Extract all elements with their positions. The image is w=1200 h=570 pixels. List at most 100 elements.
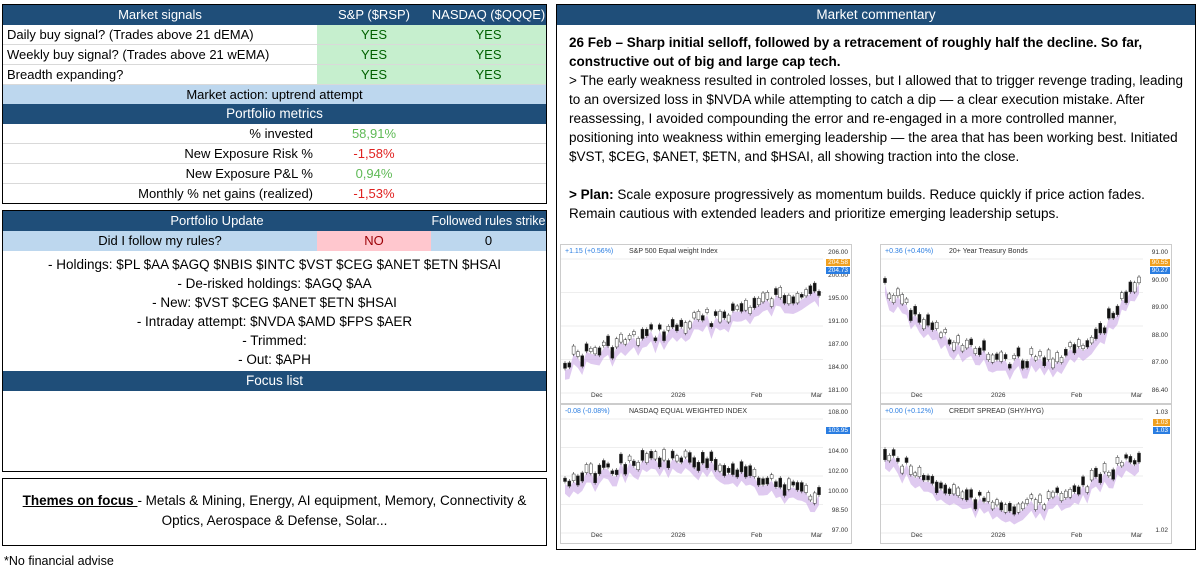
candle <box>1038 351 1042 357</box>
candle <box>1016 503 1021 513</box>
candle <box>782 484 787 496</box>
signal-nq-value: YES <box>431 65 546 84</box>
chart-nasdaq-equal-weight: -0.08 (-0.08%) NASDAQ EQUAL WEIGHTED INDE… <box>560 404 852 544</box>
candle <box>891 295 896 303</box>
signal-sp-value: YES <box>317 45 431 64</box>
candle <box>649 451 653 459</box>
candle <box>800 294 804 298</box>
candle <box>934 481 939 493</box>
candle <box>748 465 752 476</box>
candle <box>713 459 718 471</box>
commentary-body: > The early weakness resulted in control… <box>569 73 1183 164</box>
candle <box>921 474 926 481</box>
candle <box>1076 339 1081 347</box>
candle <box>1094 467 1098 478</box>
candle <box>597 464 602 475</box>
y-tick-label: 88.00 <box>1151 331 1168 339</box>
candle <box>614 338 619 348</box>
candle <box>934 321 939 329</box>
candle <box>913 472 917 477</box>
candle <box>1085 486 1090 493</box>
candle <box>990 501 995 510</box>
candle <box>1064 490 1068 498</box>
candle <box>1076 486 1081 495</box>
candle <box>787 294 791 305</box>
candle <box>939 482 943 489</box>
candle <box>795 293 800 304</box>
candle <box>887 293 892 299</box>
candle <box>1025 499 1029 504</box>
candle <box>1008 363 1012 369</box>
candle <box>576 351 580 357</box>
y-tick-label: 104.00 <box>828 448 848 456</box>
candle <box>662 331 666 341</box>
candle <box>765 292 770 300</box>
candle <box>589 463 593 474</box>
candle <box>1120 462 1124 467</box>
candle <box>986 353 991 361</box>
candle <box>567 480 572 487</box>
holdings-line: - New: $VST $CEG $ANET $ETN $HSAI <box>152 295 397 310</box>
chart-change: +1.15 (+0.56%) <box>565 248 614 255</box>
candle <box>778 477 783 488</box>
metric-label: New Exposure P&L % <box>185 166 313 181</box>
candle <box>995 499 999 506</box>
candle <box>726 314 731 323</box>
market-commentary-panel: Market commentary 26 Feb – Sharp initial… <box>556 4 1196 550</box>
chart-x-axis: Dec 2026 Feb Mar <box>561 532 827 542</box>
candle <box>986 492 991 502</box>
candle <box>696 461 701 471</box>
metric-label: % invested <box>249 126 313 141</box>
holdings-line: - Trimmed: <box>242 333 307 348</box>
signals-header-row: Market signals S&P ($RSP) NASDAQ ($QQQE) <box>3 5 546 25</box>
last-price-tag: 90.27 <box>1149 267 1170 274</box>
candle <box>960 345 965 352</box>
x-tick-label: Mar <box>811 532 823 539</box>
chart-y-axis: 91.00 90.00 89.00 88.00 87.00 86.40 <box>1145 245 1171 403</box>
candle <box>795 482 800 491</box>
candle <box>965 339 969 349</box>
metric-value: -1,58% <box>353 146 395 161</box>
candle <box>1089 337 1094 344</box>
chart-plot <box>881 258 1143 394</box>
candle <box>909 309 913 321</box>
candle <box>904 298 909 303</box>
candle <box>990 354 995 363</box>
candle <box>982 497 986 502</box>
candle <box>939 332 943 338</box>
chart-x-axis: Dec 2026 Feb Mar <box>561 392 827 402</box>
candle <box>909 465 913 475</box>
candle <box>1132 460 1137 465</box>
candle <box>1003 354 1008 360</box>
metric-value: 58,91% <box>351 126 397 141</box>
candle <box>1068 489 1072 498</box>
candle <box>606 335 610 347</box>
x-tick-label: Feb <box>751 532 763 539</box>
candle <box>597 347 602 356</box>
candle <box>778 287 783 298</box>
candle <box>896 457 900 462</box>
y-tick-label: 1.02 <box>1155 527 1168 534</box>
candle <box>1059 493 1064 502</box>
chart-title: 20+ Year Treasury Bonds <box>949 248 1028 255</box>
metric-row: Monthly % net gains (realized) -1,53% <box>3 184 546 204</box>
candle <box>752 469 757 477</box>
candle <box>765 477 770 485</box>
rules-strike-label: Followed rules strike <box>431 214 546 228</box>
candle <box>679 457 683 463</box>
pre-market-tag: 90.55 <box>1149 259 1170 266</box>
chart-credit-spread: +0.00 (+0.12%) CREDIT SPREAD (SHY/HYG) 1.0… <box>880 404 1172 544</box>
candle <box>812 492 817 504</box>
signal-label: Weekly buy signal? (Trades above 21 wEMA… <box>7 47 270 62</box>
signals-header-sp: S&P ($RSP) <box>337 7 410 22</box>
candle <box>800 482 804 492</box>
candle <box>804 289 808 297</box>
rules-strike-count: 0 <box>431 231 546 251</box>
candle <box>748 307 752 314</box>
candle <box>943 484 948 494</box>
candle <box>812 282 817 292</box>
candle <box>1115 305 1120 315</box>
candle <box>640 328 645 339</box>
candle <box>791 296 795 304</box>
candle <box>670 319 675 328</box>
